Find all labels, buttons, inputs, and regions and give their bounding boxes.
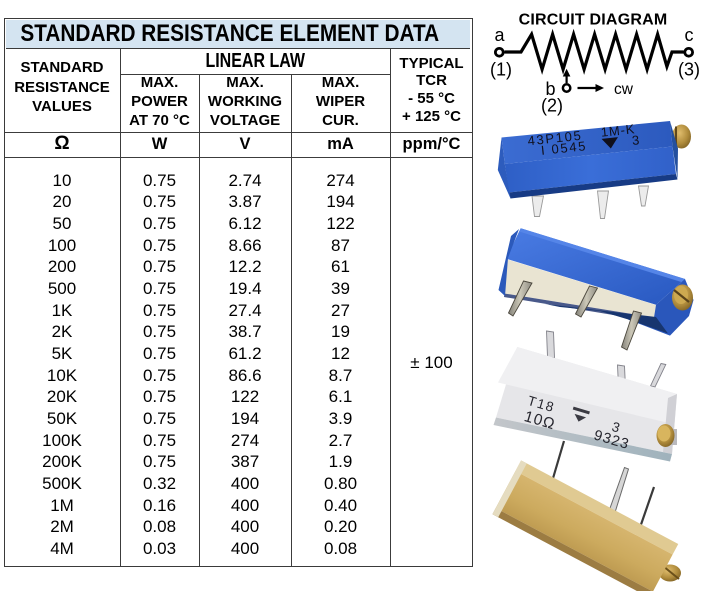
svg-text:3: 3 — [631, 132, 641, 148]
svg-text:3: 3 — [610, 419, 621, 436]
svg-text:I 0545: I 0545 — [540, 138, 588, 158]
svg-text:(3): (3) — [678, 60, 700, 80]
svg-text:a: a — [494, 25, 505, 45]
svg-text:b: b — [545, 79, 555, 99]
svg-text:1M-K: 1M-K — [600, 121, 636, 140]
svg-text:(2): (2) — [541, 96, 563, 116]
svg-text:43P105: 43P105 — [527, 128, 583, 149]
svg-text:CIRCUIT DIAGRAM: CIRCUIT DIAGRAM — [519, 12, 668, 29]
svg-text:c: c — [685, 25, 694, 45]
svg-text:cw: cw — [614, 81, 634, 98]
svg-text:(1): (1) — [490, 60, 512, 80]
